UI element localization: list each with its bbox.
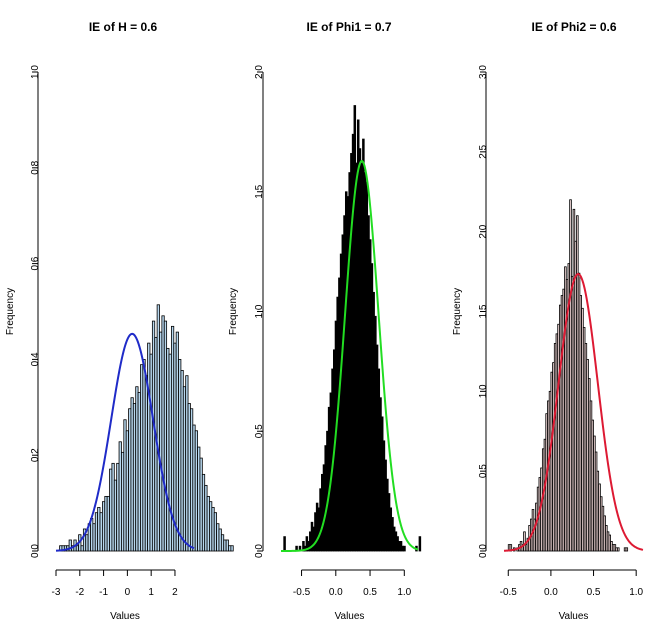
y-tick-label: 2.0	[478, 224, 489, 238]
density-curve	[503, 273, 644, 552]
y-tick-label: 1.0	[30, 65, 41, 79]
x-tick-label: 0	[125, 587, 131, 598]
x-axis-label: Values	[110, 611, 140, 622]
y-tick-label: 0.8	[30, 160, 41, 174]
y-tick-label: 0.0	[478, 544, 489, 558]
x-tick-label: 0.0	[544, 587, 558, 598]
y-tick-label: 1.0	[478, 384, 489, 398]
histogram-bar	[625, 547, 629, 552]
histogram-bar	[523, 531, 526, 552]
panel-2: IE of Phi1 = 0.7 -0.5 0.0 0.5 1.0 0.0 0.5 1.0 1.…	[228, 20, 422, 622]
histogram-bar	[230, 545, 234, 552]
y-tick-label: 0.5	[478, 464, 489, 478]
y-tick-label: 0.5	[254, 424, 265, 438]
x-tick-label: 2	[172, 587, 178, 598]
density-curve	[281, 159, 419, 552]
y-axis-label: Frequency	[5, 288, 16, 335]
y-tick-label: 1.5	[254, 184, 265, 198]
density-curve	[55, 332, 195, 552]
panel-3: IE of Phi2 = 0.6 -0.5 0.0 0.5 1.0 0.0 0.5 1.0 1.…	[452, 20, 644, 622]
chart-title: IE of Phi1 = 0.7	[306, 20, 391, 34]
y-axis-label: Frequency	[452, 288, 463, 335]
x-tick-label: -0.5	[293, 587, 311, 598]
y-tick-label: 0.0	[30, 544, 41, 558]
x-axis-label: Values	[335, 611, 365, 622]
y-tick-label: 0.2	[30, 448, 41, 462]
x-tick-label: -3	[52, 587, 61, 598]
histogram-bar	[283, 536, 286, 552]
histogram-bar	[617, 547, 620, 552]
y-tick-label: 1.0	[254, 304, 265, 318]
x-tick-label: 0.0	[329, 587, 343, 598]
panel-1: IE of H = 0.6 -3 -2 -1 0 1 2 0.0 0.2 0.4 0.6 0.8 1.0…	[5, 20, 234, 622]
chart-title: IE of H = 0.6	[89, 20, 158, 34]
y-tick-label: 2.0	[254, 65, 265, 79]
x-axis-label: Values	[559, 611, 589, 622]
histogram-bar	[403, 545, 406, 552]
chart-title: IE of Phi2 = 0.6	[531, 20, 616, 34]
y-tick-label: 3.0	[478, 65, 489, 79]
y-tick-label: 0.0	[254, 544, 265, 558]
x-tick-label: 1.0	[629, 587, 643, 598]
x-tick-label: 1.0	[397, 587, 411, 598]
y-tick-label: 0.4	[30, 352, 41, 366]
x-tick-label: 0.5	[363, 587, 377, 598]
x-tick-label: 1	[148, 587, 154, 598]
histogram-bar	[418, 536, 422, 552]
x-tick-label: -2	[75, 587, 84, 598]
y-tick-label: 2.5	[478, 144, 489, 158]
y-axis-label: Frequency	[228, 288, 239, 335]
x-tick-label: -1	[99, 587, 108, 598]
y-tick-label: 0.6	[30, 256, 41, 270]
x-tick-label: 0.5	[587, 587, 601, 598]
y-tick-label: 1.5	[478, 304, 489, 318]
x-tick-label: -0.5	[500, 587, 518, 598]
